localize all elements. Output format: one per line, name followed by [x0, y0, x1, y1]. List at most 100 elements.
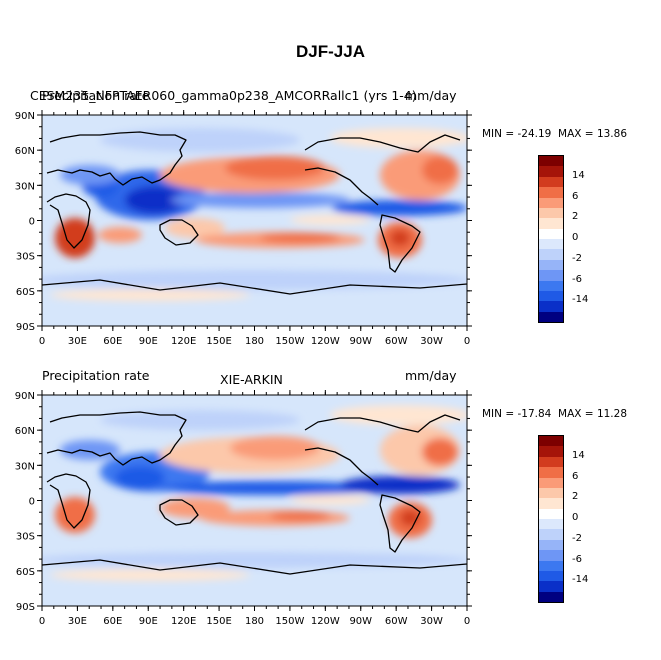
y-tick-label: 60S	[16, 567, 35, 578]
colorbar-tick-label: 2	[572, 491, 579, 503]
y-tick-label: 30N	[15, 461, 35, 472]
colorbar-swatch	[539, 467, 563, 478]
colorbar-tick-label: 6	[572, 190, 579, 202]
x-tick-label: 30E	[68, 336, 87, 347]
x-tick-label: 120W	[311, 616, 340, 627]
x-tick-label: 120E	[171, 336, 196, 347]
panel-1-ticks: 0 30E 60E 90E 120E 150E 180 150W 120W 90W 60W 30W 09…	[15, 110, 472, 347]
colorbar-tick-label: 0	[572, 232, 579, 243]
y-tick-label: 60S	[16, 287, 35, 298]
colorbar-swatch	[539, 311, 563, 322]
y-tick-label: 30S	[16, 532, 35, 543]
x-tick-label: 150W	[275, 616, 304, 627]
panel-2-minmax: MIN = -17.84 MAX = 11.28	[482, 408, 627, 420]
colorbar-swatch	[539, 581, 563, 592]
y-tick-label: 30N	[15, 181, 35, 192]
panel-2-center-title: XIE-ARKIN	[220, 372, 283, 387]
colorbar-swatch	[539, 446, 563, 457]
colorbar-tick-label: -6	[572, 273, 582, 285]
colorbar-swatch	[539, 456, 563, 468]
colorbar-swatch	[539, 239, 563, 250]
x-tick-label: 120E	[171, 616, 196, 627]
colorbar-swatch	[539, 207, 563, 219]
y-tick-label: 90N	[15, 391, 35, 402]
colorbar-swatch	[539, 570, 563, 582]
colorbar-tick-label: 14	[572, 169, 585, 181]
colorbar-swatch	[539, 498, 563, 509]
y-tick-label: 90N	[15, 111, 35, 122]
x-tick-label: 90W	[349, 336, 372, 347]
x-tick-label: 60W	[385, 336, 408, 347]
panel-2-max-label: MAX = 11.28	[558, 408, 627, 420]
x-tick-label: 90E	[139, 336, 158, 347]
colorbar-swatch	[539, 259, 563, 271]
x-tick-label: 60W	[385, 616, 408, 627]
colorbar-swatch	[539, 519, 563, 530]
colorbar-swatch	[539, 301, 563, 312]
x-tick-label: 60E	[103, 616, 122, 627]
colorbar-swatch	[539, 591, 563, 602]
panel-1-max-label: MAX = 13.86	[558, 128, 627, 140]
x-tick-label: 90W	[349, 616, 372, 627]
panel-1-units: mm/day	[405, 88, 457, 103]
colorbar-tick-label: 2	[572, 211, 579, 223]
colorbar-swatch	[539, 270, 563, 281]
colorbar-swatch	[539, 477, 563, 488]
colorbar-tick-label: 14	[572, 449, 585, 461]
colorbar-swatch	[539, 166, 563, 177]
panel-1-min-label: MIN = -24.19	[482, 128, 552, 140]
panel-2-map: 0 30E 60E 90E 120E 150E 180 150W 120W 90W 60W 30W 09…	[15, 390, 472, 627]
map-panel-1: CESM235_NFPTAER060_gamma0p238_AMCORRallc…	[0, 80, 661, 360]
colorbar-swatch	[539, 539, 563, 551]
y-tick-label: 90S	[16, 602, 35, 613]
colorbar-tick-label: -14	[572, 574, 589, 586]
colorbar-swatch	[539, 218, 563, 229]
x-tick-label: 30E	[68, 616, 87, 627]
colorbar-swatch	[539, 176, 563, 188]
x-tick-label: 90E	[139, 616, 158, 627]
panel-2-colorbar	[538, 435, 564, 603]
x-tick-label: 0	[39, 336, 45, 347]
colorbar-swatch	[539, 487, 563, 499]
colorbar-tick-label: 6	[572, 470, 579, 482]
x-tick-label: 180	[245, 616, 264, 627]
colorbar-tick-label: -14	[572, 294, 589, 306]
colorbar-swatch	[539, 156, 563, 167]
colorbar-swatch	[539, 529, 563, 540]
x-tick-label: 0	[39, 616, 45, 627]
y-tick-label: 60N	[15, 146, 35, 157]
x-tick-label: 180	[245, 336, 264, 347]
panel-2-left-title: Precipitation rate	[42, 368, 150, 383]
x-tick-label: 30W	[420, 616, 443, 627]
x-tick-label: 30W	[420, 336, 443, 347]
map-panel-2: Precipitation rate XIE-ARKIN mm/day	[0, 360, 661, 640]
colorbar-swatch	[539, 508, 563, 519]
colorbar-swatch	[539, 560, 563, 571]
y-tick-label: 0	[29, 217, 35, 228]
colorbar-swatch	[539, 249, 563, 260]
x-tick-label: 150W	[275, 336, 304, 347]
colorbar-swatch	[539, 436, 563, 447]
colorbar-swatch	[539, 228, 563, 239]
colorbar-swatch	[539, 197, 563, 208]
colorbar-swatch	[539, 550, 563, 561]
y-tick-label: 0	[29, 497, 35, 508]
figure-title: DJF-JJA	[296, 42, 365, 61]
panel-1-left-title: CESM235_NFPTAER060_gamma0p238_AMCORRallc…	[30, 88, 417, 103]
y-tick-label: 60N	[15, 426, 35, 437]
y-tick-label: 90S	[16, 322, 35, 333]
x-tick-label: 150E	[206, 616, 231, 627]
panel-1-overprint-label: Precipitation rate	[42, 88, 150, 103]
colorbar-tick-label: 0	[572, 512, 579, 523]
x-tick-label: 120W	[311, 336, 340, 347]
panel-2-min-label: MIN = -17.84	[482, 408, 552, 420]
y-tick-label: 30S	[16, 252, 35, 263]
x-tick-label: 0	[464, 616, 470, 627]
panel-1-minmax: MIN = -24.19 MAX = 13.86	[482, 128, 627, 140]
x-tick-label: 150E	[206, 336, 231, 347]
colorbar-swatch	[539, 290, 563, 302]
colorbar-tick-label: -2	[572, 532, 582, 544]
x-tick-label: 0	[464, 336, 470, 347]
panel-1-map: 0 30E 60E 90E 120E 150E 180 150W 120W 90W 60W 30W 09…	[15, 110, 472, 347]
x-tick-label: 60E	[103, 336, 122, 347]
